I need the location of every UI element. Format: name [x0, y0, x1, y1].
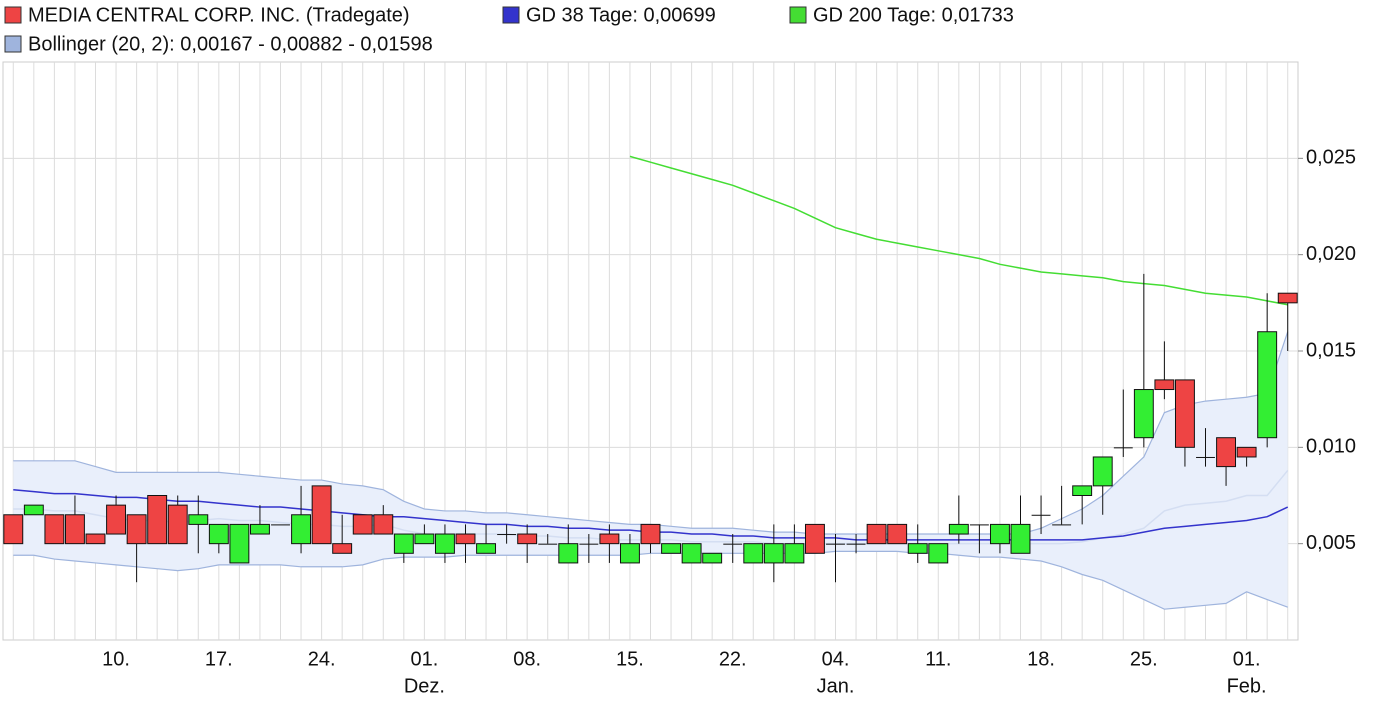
candle-body	[1196, 456, 1215, 458]
candle-body	[1010, 523, 1031, 554]
candle-body	[969, 524, 989, 526]
candle-body	[517, 533, 538, 545]
x-tick-label: 01.	[410, 648, 438, 670]
x-tick-label: 24.	[308, 648, 336, 670]
y-tick-label: 0,005	[1306, 532, 1356, 554]
candle-body	[208, 523, 229, 545]
candle-body	[804, 523, 825, 554]
candle-body	[393, 533, 414, 554]
x-tick-label: 08.	[513, 648, 541, 670]
candle-body	[887, 523, 908, 545]
candle-body	[579, 543, 599, 545]
candle-body	[352, 514, 373, 535]
legend-swatch	[502, 6, 520, 24]
x-tick-label: 25.	[1130, 648, 1158, 670]
candle-body	[702, 552, 723, 564]
candle-body	[1174, 379, 1195, 448]
candle-body	[928, 543, 949, 564]
candle-body	[640, 523, 661, 545]
candle-body	[948, 523, 969, 535]
candle-body	[723, 543, 743, 545]
candle-body	[1072, 485, 1093, 497]
candle-body	[1052, 524, 1072, 526]
candle-body	[1216, 437, 1237, 468]
candle-body	[188, 514, 209, 525]
x-tick-label: 15.	[616, 648, 644, 670]
y-tick-label: 0,010	[1306, 436, 1356, 458]
legend-label: GD 38 Tage: 0,00699	[526, 4, 716, 26]
candle-body	[661, 543, 682, 554]
legend-label: GD 200 Tage: 0,01733	[813, 4, 1014, 26]
candle-body	[44, 514, 65, 545]
candle-body	[291, 514, 312, 545]
candle-body	[1236, 446, 1257, 458]
candle-body	[599, 533, 620, 545]
candle-body	[1277, 292, 1298, 304]
candle-body	[271, 524, 290, 526]
y-tick-label: 0,015	[1306, 339, 1356, 361]
candle-body	[373, 514, 394, 535]
candle-body	[1113, 447, 1133, 449]
candle-body	[497, 534, 517, 536]
moving-average-line	[629, 155, 1288, 306]
candle-body	[989, 523, 1010, 545]
candle-body	[476, 543, 497, 554]
candle-body	[332, 543, 353, 554]
candle-body	[3, 514, 24, 545]
candle-body	[763, 543, 784, 564]
candle-body	[106, 504, 127, 535]
candle-body	[23, 504, 44, 516]
legend-label: MEDIA CENTRAL CORP. INC. (Tradegate)	[28, 4, 410, 26]
x-month-label: Jan.	[817, 675, 855, 697]
candle-body	[1133, 389, 1154, 439]
candle-body	[455, 533, 476, 545]
candle-body	[434, 533, 455, 554]
candle-body	[784, 543, 805, 564]
legend-swatch	[4, 35, 22, 53]
candle-body	[1154, 379, 1175, 391]
candle-body	[681, 543, 702, 564]
candle-body	[229, 523, 250, 564]
legend-label: Bollinger (20, 2): 0,00167 - 0,00882 - 0…	[28, 33, 433, 55]
y-tick-label: 0,020	[1306, 243, 1356, 265]
legend-swatch	[4, 6, 22, 24]
candle-body	[414, 533, 435, 545]
candle-body	[1092, 456, 1113, 487]
candle-body	[311, 485, 332, 545]
candle-body	[167, 504, 188, 545]
candle-body	[85, 533, 106, 545]
candle-body	[64, 514, 85, 545]
candle-body	[846, 543, 866, 545]
x-tick-label: 04.	[822, 648, 850, 670]
candle-body	[826, 543, 845, 545]
x-tick-label: 11.	[925, 648, 951, 670]
y-tick-label: 0,025	[1306, 147, 1356, 169]
candle-body	[558, 543, 579, 564]
x-tick-label: 17.	[205, 648, 233, 670]
candle-body	[249, 523, 270, 535]
candle-body	[1257, 331, 1278, 439]
candle-body	[538, 543, 558, 545]
x-month-label: Dez.	[404, 675, 445, 697]
candle-body	[147, 495, 168, 545]
candle-body	[743, 543, 764, 564]
candle-body	[907, 543, 928, 554]
legend-swatch	[789, 6, 807, 24]
x-tick-label: 01.	[1233, 648, 1261, 670]
candle-body	[1031, 514, 1051, 516]
x-tick-label: 22.	[719, 648, 747, 670]
x-month-label: Feb.	[1227, 675, 1267, 697]
x-tick-label: 18.	[1027, 648, 1055, 670]
candle-body	[126, 514, 147, 545]
candle-body	[619, 543, 640, 564]
x-tick-label: 10.	[102, 648, 130, 670]
candle-body	[866, 523, 887, 545]
